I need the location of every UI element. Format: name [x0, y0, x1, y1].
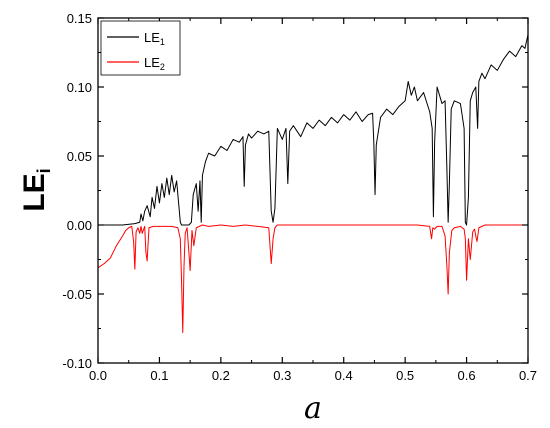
legend-label-le2-sub: 2 [160, 62, 165, 72]
series-line-le1 [98, 34, 529, 226]
y-tick-label: 0.05 [67, 149, 92, 164]
x-tick-label: 0.2 [212, 368, 230, 383]
x-tick-label: 0.1 [150, 368, 168, 383]
x-tick-label: 0.4 [335, 368, 353, 383]
x-tick-label: 0.7 [519, 368, 537, 383]
legend-label-le2: LE2 [144, 55, 165, 72]
legend-label-le1-sub: 1 [160, 37, 165, 47]
series-layer [97, 34, 529, 334]
y-tick-label: -0.05 [62, 287, 92, 302]
y-axis-title-sub: i [34, 168, 54, 173]
y-axis-title: LEi [18, 168, 54, 211]
series-line-le2 [97, 224, 528, 334]
x-tick-label: 0.5 [396, 368, 414, 383]
legend-label-le1-main: LE [144, 30, 160, 45]
legend: LE1 LE2 [100, 20, 181, 76]
ticks-layer: 0.0 0.1 0.2 0.3 0.4 0.5 0.6 0.7 -0.10 -0.05 0.00 0.… [62, 11, 537, 383]
y-tick-label: 0.10 [67, 80, 92, 95]
y-tick-label: -0.10 [62, 356, 92, 371]
x-axis-title: a [304, 391, 322, 426]
y-tick-label: 0.15 [67, 11, 92, 26]
x-tick-label: 0.3 [273, 368, 291, 383]
y-tick-label: 0.00 [67, 218, 92, 233]
legend-label-le1: LE1 [144, 30, 165, 47]
x-tick-label: 0.0 [89, 368, 107, 383]
legend-label-le2-main: LE [144, 55, 160, 70]
y-axis-title-main: LE [18, 173, 51, 211]
x-tick-label: 0.6 [458, 368, 476, 383]
legend-box [100, 20, 181, 76]
